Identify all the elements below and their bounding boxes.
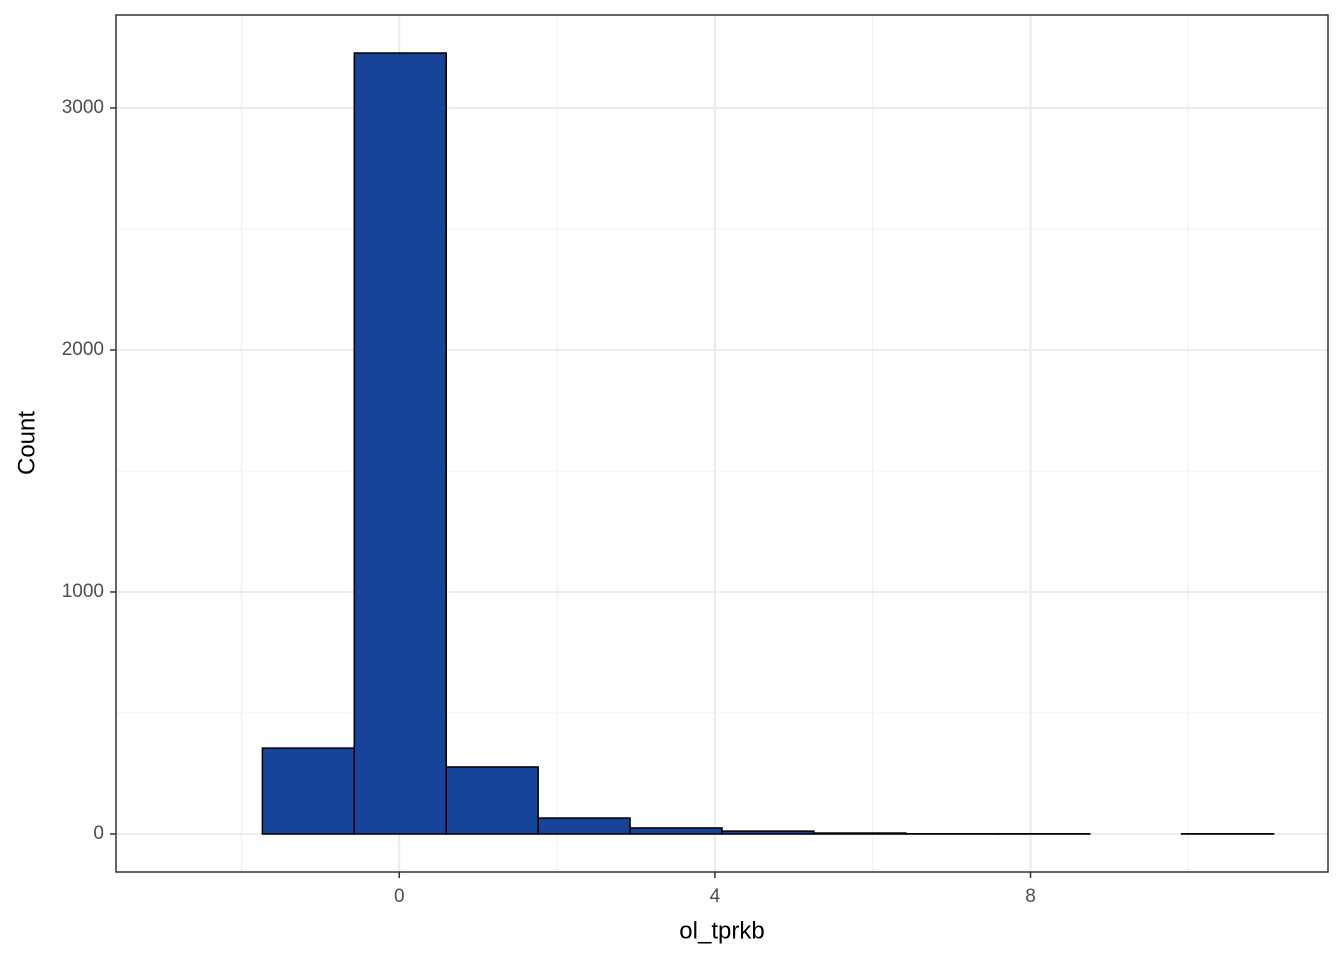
bar: [446, 767, 538, 834]
y-tick-label: 0: [93, 823, 104, 844]
y-tick-label: 3000: [62, 97, 104, 118]
plot-border: [116, 15, 1328, 872]
y-tick-label: 1000: [62, 581, 104, 602]
bar: [814, 833, 906, 834]
x-tick-label: 4: [710, 886, 721, 907]
x-tick-label: 0: [394, 886, 405, 907]
x-tick-label: 8: [1025, 886, 1036, 907]
bar: [538, 818, 630, 834]
bar: [262, 748, 354, 834]
bar: [354, 53, 446, 834]
x-axis-label: ol_tprkb: [679, 917, 764, 944]
bar: [722, 831, 814, 834]
y-tick-label: 2000: [62, 339, 104, 360]
bar: [630, 828, 722, 834]
y-axis-label: Count: [13, 411, 40, 475]
